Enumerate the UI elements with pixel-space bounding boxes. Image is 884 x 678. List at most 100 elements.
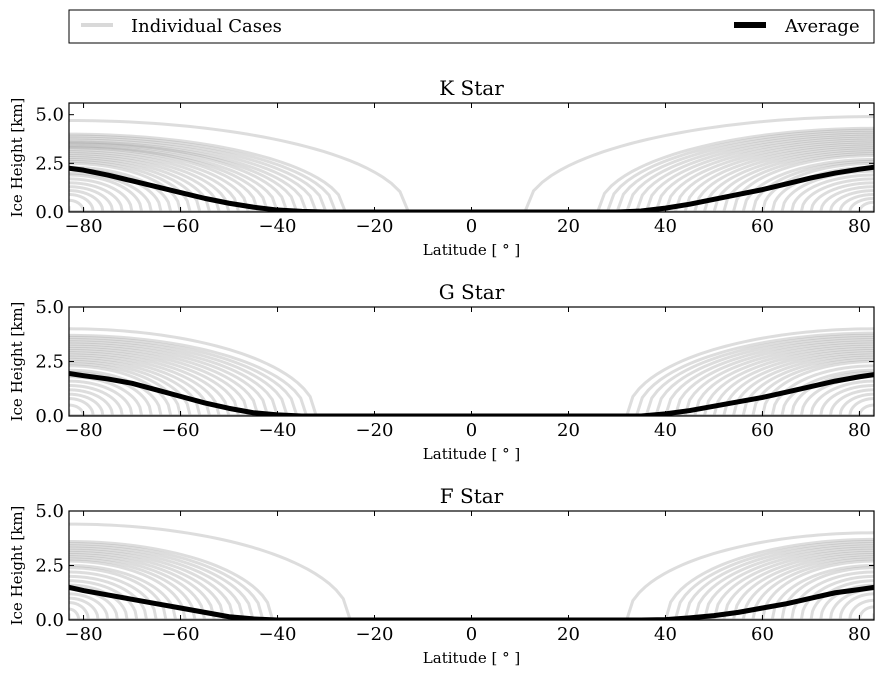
- x-tick-label: 80: [848, 420, 871, 441]
- y-axis-label: Ice Height [km]: [8, 302, 26, 422]
- individual-case-line: [69, 553, 874, 620]
- y-tick-label: 2.5: [35, 556, 64, 577]
- individual-case-line: [69, 154, 874, 212]
- y-tick-label: 5.0: [35, 297, 64, 318]
- individual-case-line: [69, 544, 874, 620]
- individual-case-line: [69, 140, 874, 212]
- individual-case-line: [69, 157, 874, 212]
- x-tick-label: 80: [848, 216, 871, 237]
- individual-case-line: [69, 148, 874, 212]
- individual-case-line: [69, 557, 874, 620]
- individual-case-line: [69, 134, 874, 212]
- individual-case-line: [69, 357, 874, 416]
- individual-case-line: [69, 403, 874, 416]
- individual-case-line: [69, 570, 874, 620]
- legend-average-label: Average: [784, 16, 860, 37]
- individual-case-line: [69, 185, 874, 212]
- individual-case-line: [69, 555, 874, 620]
- individual-case-line: [69, 546, 874, 620]
- panel-0: −80 −60 −40 −20 0 20 40 60 80 0.0 2.5 5.0 K Star Lati…: [8, 76, 875, 259]
- individual-case-line: [69, 173, 874, 212]
- individual-case-line: [69, 360, 874, 416]
- individual-case-line: [69, 331, 874, 416]
- individual-case-line: [69, 346, 874, 416]
- x-tick-label: 40: [654, 624, 677, 645]
- x-tick-label: −60: [162, 420, 200, 441]
- individual-case-line: [69, 142, 874, 212]
- individual-case-line: [69, 550, 874, 620]
- x-tick-label: −60: [162, 216, 200, 237]
- individual-case-line: [69, 336, 874, 416]
- individual-case-line: [69, 150, 874, 212]
- individual-case-line: [69, 598, 874, 620]
- individual-case-line: [69, 360, 874, 416]
- panel-title: K Star: [439, 76, 504, 100]
- individual-case-line: [69, 564, 874, 620]
- x-tick-label: −40: [259, 624, 297, 645]
- legend-individual-label: Individual Cases: [131, 16, 282, 37]
- individual-case-line: [69, 542, 874, 620]
- x-tick-label: 40: [654, 216, 677, 237]
- x-axis-label: Latitude [ ° ]: [423, 445, 520, 463]
- individual-case-line: [69, 566, 874, 620]
- individual-case-line: [69, 181, 874, 212]
- y-tick-label: 2.5: [35, 153, 64, 174]
- x-tick-label: −80: [65, 420, 103, 441]
- x-axis-label: Latitude [ ° ]: [423, 241, 520, 259]
- individual-case-line: [69, 601, 874, 620]
- individual-case-line: [69, 522, 874, 620]
- individual-case-line: [69, 351, 874, 416]
- x-tick-label: −20: [356, 420, 394, 441]
- individual-case-line: [69, 130, 874, 212]
- individual-case-line: [69, 583, 874, 620]
- individual-case-line: [69, 128, 874, 212]
- individual-case-line: [69, 134, 874, 212]
- individual-case-line: [69, 150, 874, 212]
- panel-2: −80 −60 −40 −20 0 20 40 60 80 0.0 2.5 5.0 F Star Lati…: [8, 484, 875, 667]
- individual-case-line: [69, 181, 874, 212]
- x-tick-label: 60: [751, 216, 774, 237]
- individual-case-line: [69, 546, 874, 620]
- individual-case-line: [69, 138, 874, 212]
- individual-case-line: [69, 559, 874, 620]
- individual-case-line: [69, 540, 874, 620]
- individual-case-line: [69, 152, 874, 212]
- individual-case-line: [69, 189, 874, 212]
- individual-case-line: [69, 336, 874, 416]
- panel-1: −80 −60 −40 −20 0 20 40 60 80 0.0 2.5 5.0 G Star Lati…: [8, 280, 875, 463]
- individual-case-line: [69, 132, 874, 212]
- individual-case-line: [69, 177, 874, 212]
- x-tick-label: −80: [65, 624, 103, 645]
- individual-case-line: [69, 379, 874, 416]
- individual-case-line: [69, 357, 874, 416]
- individual-case-line: [69, 355, 874, 416]
- individual-case-line: [69, 141, 874, 212]
- individual-case-line: [69, 196, 874, 212]
- y-tick-label: 0.0: [35, 202, 64, 223]
- individual-case-line: [69, 383, 874, 416]
- y-tick-label: 0.0: [35, 406, 64, 427]
- individual-case-line: [69, 559, 874, 620]
- individual-case-line: [69, 397, 874, 416]
- individual-case-line: [69, 351, 874, 416]
- x-tick-label: 60: [751, 624, 774, 645]
- average-line: [69, 584, 874, 620]
- plot-area: [69, 522, 874, 620]
- individual-case-line: [69, 119, 874, 212]
- average-line: [69, 164, 874, 212]
- individual-case-line: [69, 392, 874, 416]
- individual-case-line: [69, 607, 874, 620]
- individual-case-line: [69, 379, 874, 416]
- y-axis-label: Ice Height [km]: [8, 98, 26, 218]
- individual-case-line: [69, 333, 874, 416]
- individual-case-line: [69, 132, 874, 212]
- individual-case-line: [69, 145, 874, 212]
- individual-case-line: [69, 171, 874, 212]
- x-tick-label: 0: [466, 624, 477, 645]
- individual-case-line: [69, 392, 874, 416]
- individual-case-line: [69, 157, 874, 212]
- x-tick-label: −40: [259, 420, 297, 441]
- individual-case-line: [69, 349, 874, 416]
- individual-case-line: [69, 537, 874, 620]
